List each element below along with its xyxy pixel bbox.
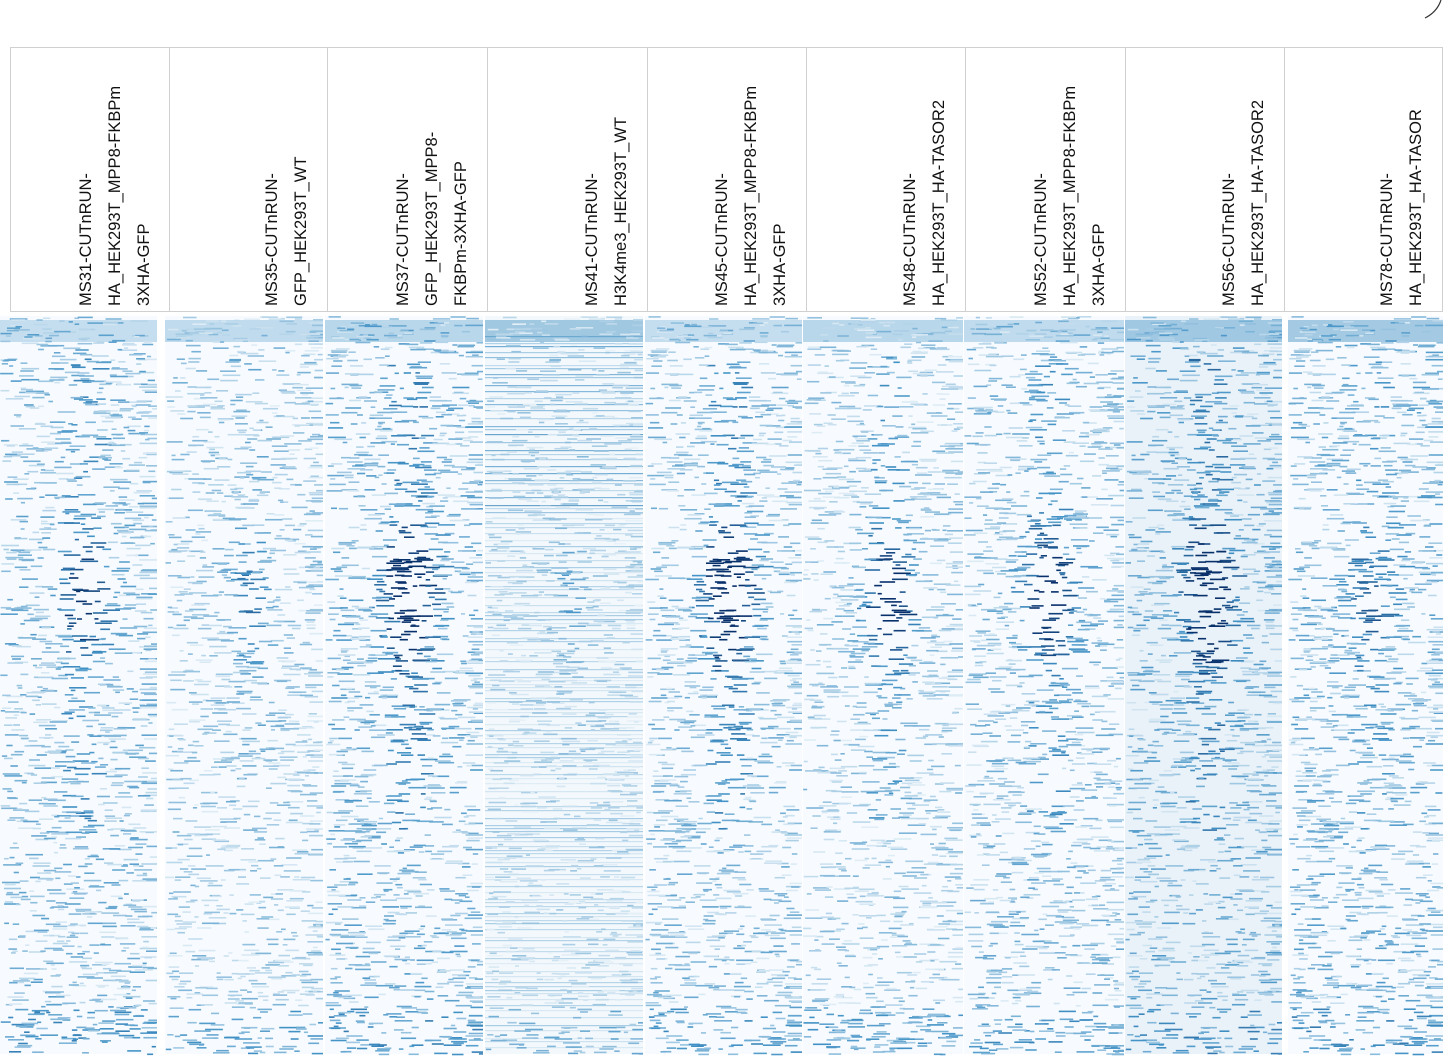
column-header-ms52: MS52-CUTnRUN- HA_HEK293T_MPP8-FKBPm 3XHA…	[966, 47, 1126, 312]
column-header-ms37: MS37-CUTnRUN- GFP_HEK293T_MPP8- FKBPm-3X…	[328, 47, 488, 312]
column-label-ms37: MS37-CUTnRUN- GFP_HEK293T_MPP8- FKBPm-3X…	[394, 131, 470, 306]
column-label-ms31: MS31-CUTnRUN- HA_HEK293T_MPP8-FKBPm 3XHA…	[77, 85, 153, 306]
column-header-ms41: MS41-CUTnRUN- H3K4me3_HEK293T_WT	[488, 47, 648, 312]
heatmap-panel-ms35	[165, 316, 323, 1055]
heatmap-panel-ms41	[485, 316, 643, 1055]
column-header-ms78: MS78-CUTnRUN- HA_HEK293T_HA-TASOR	[1285, 47, 1443, 312]
column-label-ms35: MS35-CUTnRUN- GFP_HEK293T_WT	[263, 156, 310, 306]
corner-arc-mark	[1424, 0, 1442, 19]
column-label-ms56: MS56-CUTnRUN- HA_HEK293T_HA-TASOR2	[1220, 99, 1267, 306]
heatmap-panel-ms37	[325, 316, 483, 1056]
column-label-ms78: MS78-CUTnRUN- HA_HEK293T_HA-TASOR	[1378, 109, 1425, 306]
heatmap-panel-ms52	[964, 316, 1124, 1056]
heatmap-panel-ms78	[1288, 316, 1443, 1056]
column-header-ms48: MS48-CUTnRUN- HA_HEK293T_HA-TASOR2	[806, 47, 966, 312]
column-label-ms52: MS52-CUTnRUN- HA_HEK293T_MPP8-FKBPm 3XHA…	[1032, 85, 1108, 306]
heatmap-panel-ms45	[645, 316, 802, 1056]
heatmap-panel-ms56	[1125, 316, 1282, 1055]
heatmap-panel-ms31	[0, 316, 157, 1056]
heatmap-panel-ms48	[803, 316, 963, 1056]
column-header-ms31: MS31-CUTnRUN- HA_HEK293T_MPP8-FKBPm 3XHA…	[10, 47, 170, 312]
column-label-ms41: MS41-CUTnRUN- H3K4me3_HEK293T_WT	[583, 117, 630, 306]
column-header-ms35: MS35-CUTnRUN- GFP_HEK293T_WT	[168, 47, 328, 312]
column-header-ms56: MS56-CUTnRUN- HA_HEK293T_HA-TASOR2	[1125, 47, 1285, 312]
column-header-ms45: MS45-CUTnRUN- HA_HEK293T_MPP8-FKBPm 3XHA…	[647, 47, 807, 312]
heatmap-panels	[0, 316, 1443, 1056]
column-label-ms48: MS48-CUTnRUN- HA_HEK293T_HA-TASOR2	[901, 99, 948, 306]
column-label-ms45: MS45-CUTnRUN- HA_HEK293T_MPP8-FKBPm 3XHA…	[713, 85, 789, 306]
